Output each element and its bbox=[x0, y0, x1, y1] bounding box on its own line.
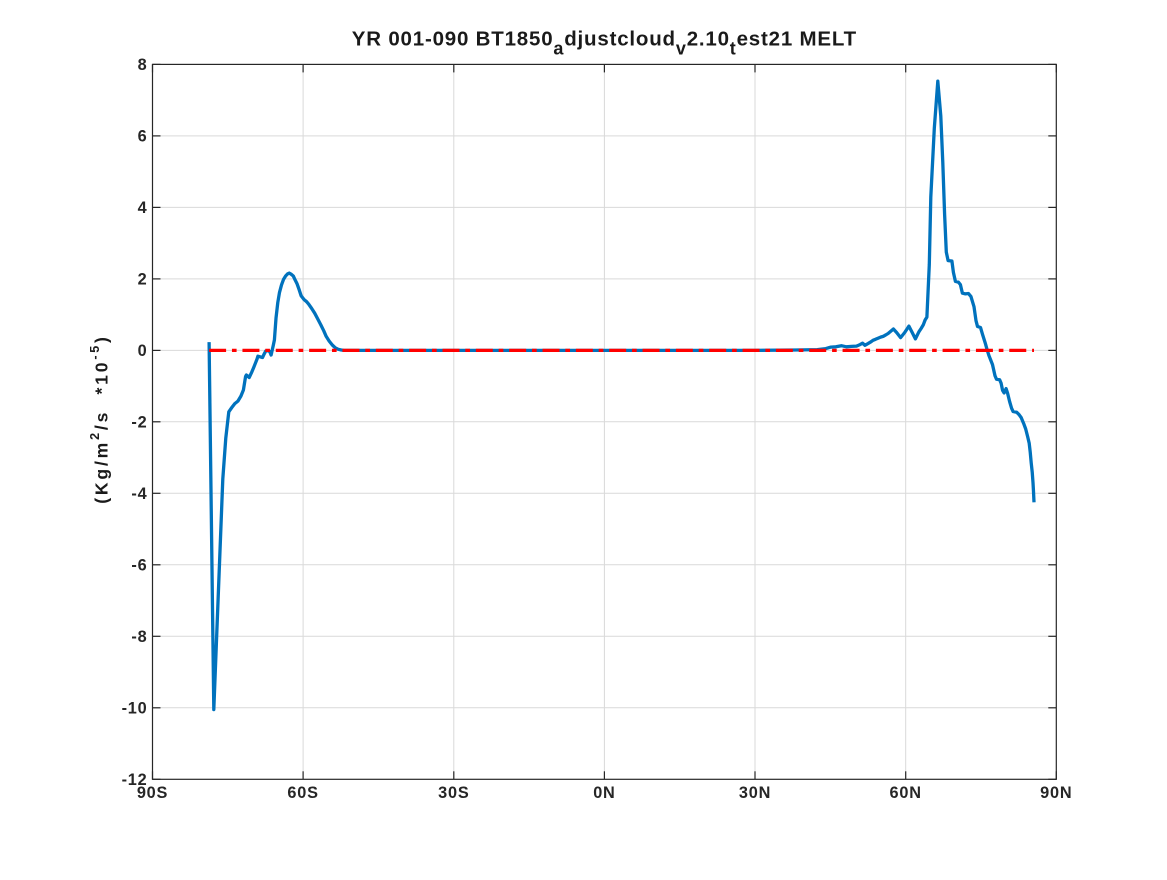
svg-text:-2: -2 bbox=[131, 413, 147, 431]
svg-text:0N: 0N bbox=[593, 784, 615, 802]
svg-text:90N: 90N bbox=[1040, 784, 1072, 802]
svg-text:6: 6 bbox=[138, 127, 148, 145]
svg-text:30S: 30S bbox=[438, 784, 469, 802]
svg-text:2: 2 bbox=[138, 270, 148, 288]
svg-text:(Kg/m2/s *10-5): (Kg/m2/s *10-5) bbox=[88, 334, 111, 503]
svg-text:60N: 60N bbox=[890, 784, 922, 802]
svg-text:-8: -8 bbox=[131, 628, 147, 646]
svg-text:90S: 90S bbox=[137, 784, 168, 802]
svg-text:-12: -12 bbox=[122, 771, 148, 789]
svg-text:4: 4 bbox=[138, 199, 148, 217]
svg-text:8: 8 bbox=[138, 56, 148, 74]
svg-text:30N: 30N bbox=[739, 784, 771, 802]
svg-text:-6: -6 bbox=[131, 556, 147, 574]
svg-text:-10: -10 bbox=[122, 699, 148, 717]
svg-text:0: 0 bbox=[138, 342, 148, 360]
svg-text:-4: -4 bbox=[131, 485, 147, 503]
svg-text:60S: 60S bbox=[287, 784, 318, 802]
